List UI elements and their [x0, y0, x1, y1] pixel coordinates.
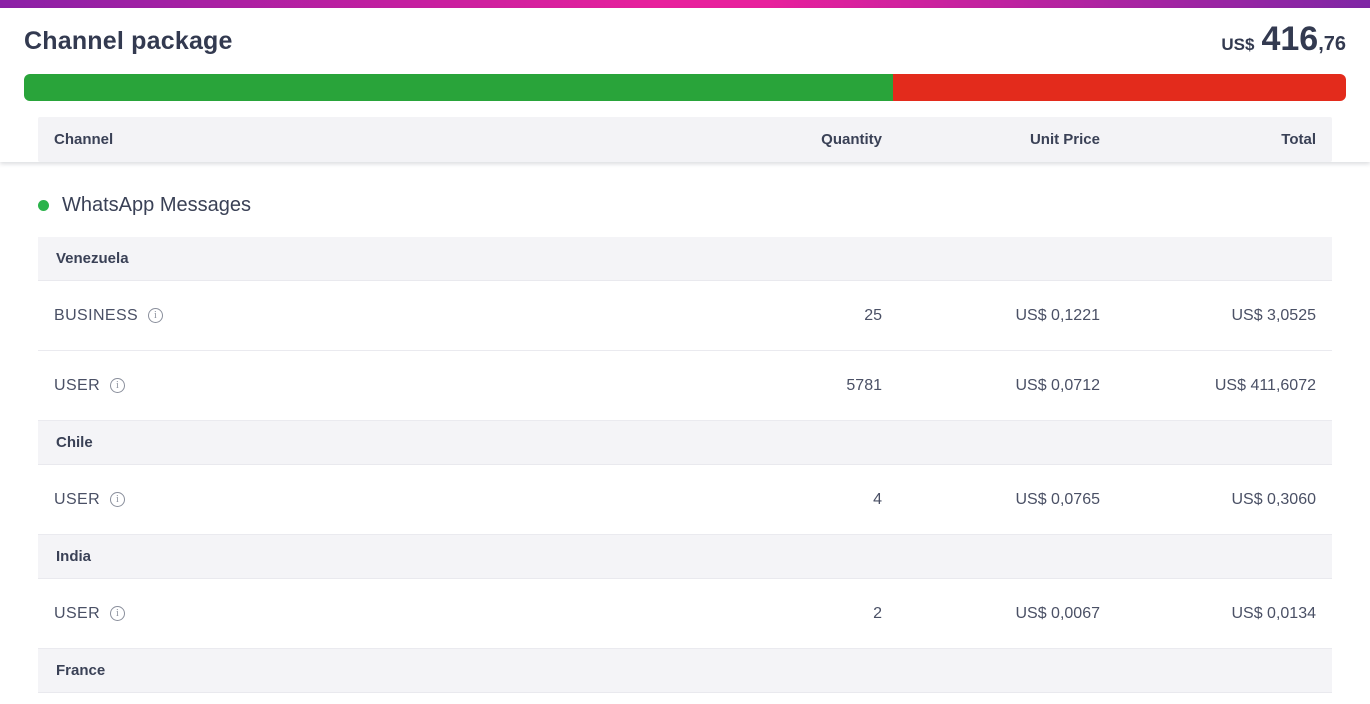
row-label: USER [54, 376, 101, 394]
total-cell: US$ 0,0134 [1231, 604, 1316, 622]
channel-section-label: WhatsApp Messages [62, 194, 251, 216]
row-label: USER [54, 604, 101, 622]
top-gradient-bar [0, 0, 1370, 8]
package-total-price: US$ 416 ,76 [1221, 22, 1346, 56]
unit-price-cell: US$ 0,0712 [1015, 376, 1100, 394]
progress-remaining-segment [892, 74, 1346, 101]
column-header-channel: Channel [54, 131, 114, 148]
table-body: WhatsApp Messages Venezuela BUSINESS i 25 US… [0, 194, 1370, 693]
country-group-header: India [38, 535, 1332, 579]
price-integer: 416 [1261, 20, 1319, 58]
unit-price-cell: US$ 0,0067 [1015, 604, 1100, 622]
channel-status-dot [38, 200, 49, 211]
quantity-cell: 25 [864, 306, 882, 324]
row-label-cell: BUSINESS i [54, 307, 662, 325]
info-icon[interactable]: i [148, 308, 164, 323]
table-header-row: Channel Quantity Unit Price Total [38, 117, 1332, 162]
header-section: Channel package US$ 416 ,76 Channel Quan… [0, 8, 1370, 162]
country-group-header: France [38, 649, 1332, 693]
table-row: USER i 2 US$ 0,0067 US$ 0,0134 [38, 579, 1332, 649]
unit-price-cell: US$ 0,1221 [1015, 306, 1100, 324]
column-header-quantity: Quantity [821, 131, 882, 148]
quantity-cell: 2 [873, 604, 882, 622]
row-label: USER [54, 490, 101, 508]
row-label-cell: USER i [54, 377, 662, 395]
quantity-cell: 5781 [846, 376, 882, 394]
table-row: USER i 5781 US$ 0,0712 US$ 411,6072 [38, 351, 1332, 421]
unit-price-cell: US$ 0,0765 [1015, 490, 1100, 508]
channel-section-header: WhatsApp Messages [38, 194, 1332, 217]
total-cell: US$ 0,3060 [1231, 490, 1316, 508]
country-group-header: Chile [38, 421, 1332, 465]
info-icon[interactable]: i [110, 378, 126, 393]
column-header-total: Total [1281, 131, 1316, 148]
quantity-cell: 4 [873, 490, 882, 508]
price-decimal: ,76 [1318, 33, 1346, 55]
row-label-cell: USER i [54, 605, 662, 623]
price-currency: US$ [1221, 35, 1255, 54]
row-label-cell: USER i [54, 491, 662, 509]
row-label: BUSINESS [54, 306, 139, 324]
country-group-header: Venezuela [38, 237, 1332, 281]
table-row: BUSINESS i 25 US$ 0,1221 US$ 3,0525 [38, 281, 1332, 351]
page-title: Channel package [24, 27, 233, 55]
usage-progress-bar [24, 74, 1346, 101]
progress-used-segment [24, 74, 893, 101]
info-icon[interactable]: i [110, 492, 126, 507]
info-icon[interactable]: i [110, 606, 126, 621]
total-cell: US$ 3,0525 [1231, 306, 1316, 324]
header-row: Channel package US$ 416 ,76 [0, 8, 1370, 68]
column-header-unit-price: Unit Price [1029, 131, 1100, 148]
table-row: USER i 4 US$ 0,0765 US$ 0,3060 [38, 465, 1332, 535]
country-groups: Venezuela BUSINESS i 25 US$ 0,1221 US$ 3,0525… [38, 237, 1332, 693]
total-cell: US$ 411,6072 [1214, 376, 1316, 394]
